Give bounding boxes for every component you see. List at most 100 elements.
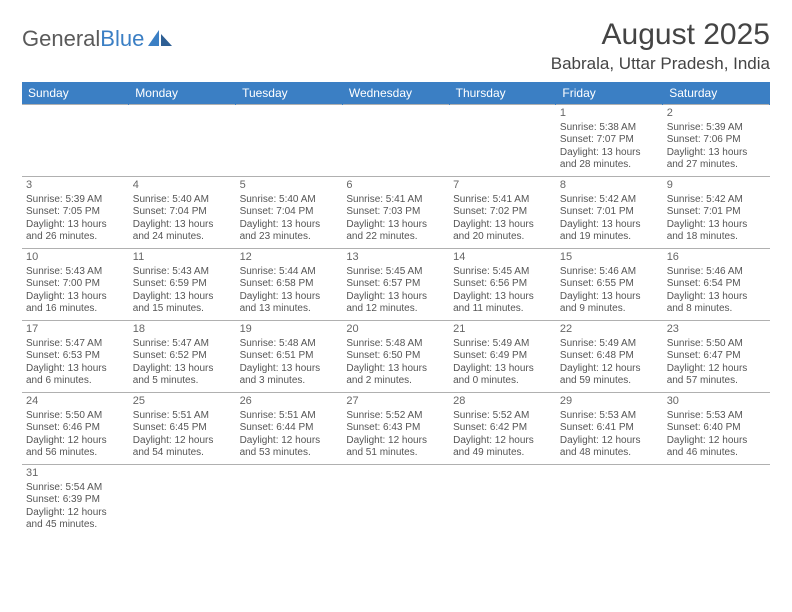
daylight-line: Daylight: 13 hours and 12 minutes. [346,291,445,316]
weekday-header: Tuesday [236,82,343,105]
empty-cell [449,465,556,537]
empty-cell [129,465,236,537]
day-cell: 6Sunrise: 5:41 AMSunset: 7:03 PMDaylight… [342,177,449,249]
sunset-line: Sunset: 7:06 PM [667,134,766,147]
day-cell: 12Sunrise: 5:44 AMSunset: 6:58 PMDayligh… [236,249,343,321]
day-number: 7 [453,179,552,193]
calendar-row: 31Sunrise: 5:54 AMSunset: 6:39 PMDayligh… [22,465,770,537]
page-title: August 2025 [551,18,770,52]
sunrise-line: Sunrise: 5:44 AM [240,266,339,279]
sunset-line: Sunset: 7:02 PM [453,206,552,219]
sunset-line: Sunset: 6:56 PM [453,278,552,291]
logo-text-general: General [22,26,100,52]
logo-text-blue: Blue [100,26,144,52]
daylight-line: Daylight: 12 hours and 59 minutes. [560,363,659,388]
sunrise-line: Sunrise: 5:51 AM [133,410,232,423]
daylight-line: Daylight: 13 hours and 2 minutes. [346,363,445,388]
sunset-line: Sunset: 6:41 PM [560,422,659,435]
empty-cell [22,105,129,177]
sunrise-line: Sunrise: 5:49 AM [560,338,659,351]
day-number: 1 [560,107,659,121]
day-number: 29 [560,395,659,409]
day-cell: 5Sunrise: 5:40 AMSunset: 7:04 PMDaylight… [236,177,343,249]
title-block: August 2025 Babrala, Uttar Pradesh, Indi… [551,18,770,74]
day-number: 15 [560,251,659,265]
sunrise-line: Sunrise: 5:38 AM [560,122,659,135]
day-cell: 20Sunrise: 5:48 AMSunset: 6:50 PMDayligh… [342,321,449,393]
day-number: 19 [240,323,339,337]
calendar-table: SundayMondayTuesdayWednesdayThursdayFrid… [22,82,770,537]
sunrise-line: Sunrise: 5:39 AM [26,194,125,207]
daylight-line: Daylight: 12 hours and 51 minutes. [346,435,445,460]
sunrise-line: Sunrise: 5:48 AM [346,338,445,351]
daylight-line: Daylight: 13 hours and 26 minutes. [26,219,125,244]
day-cell: 29Sunrise: 5:53 AMSunset: 6:41 PMDayligh… [556,393,663,465]
sunrise-line: Sunrise: 5:53 AM [560,410,659,423]
sunset-line: Sunset: 7:01 PM [667,206,766,219]
empty-cell [236,105,343,177]
sunset-line: Sunset: 6:52 PM [133,350,232,363]
daylight-line: Daylight: 13 hours and 16 minutes. [26,291,125,316]
daylight-line: Daylight: 13 hours and 5 minutes. [133,363,232,388]
weekday-header: Thursday [449,82,556,105]
day-number: 6 [346,179,445,193]
sunset-line: Sunset: 7:01 PM [560,206,659,219]
day-cell: 22Sunrise: 5:49 AMSunset: 6:48 PMDayligh… [556,321,663,393]
daylight-line: Daylight: 13 hours and 22 minutes. [346,219,445,244]
day-cell: 11Sunrise: 5:43 AMSunset: 6:59 PMDayligh… [129,249,236,321]
daylight-line: Daylight: 13 hours and 18 minutes. [667,219,766,244]
weekday-header: Wednesday [342,82,449,105]
day-cell: 3Sunrise: 5:39 AMSunset: 7:05 PMDaylight… [22,177,129,249]
sunrise-line: Sunrise: 5:41 AM [453,194,552,207]
day-cell: 10Sunrise: 5:43 AMSunset: 7:00 PMDayligh… [22,249,129,321]
daylight-line: Daylight: 12 hours and 46 minutes. [667,435,766,460]
sunset-line: Sunset: 6:39 PM [26,494,125,507]
day-number: 11 [133,251,232,265]
sunset-line: Sunset: 6:51 PM [240,350,339,363]
sunset-line: Sunset: 7:04 PM [240,206,339,219]
day-number: 14 [453,251,552,265]
sunrise-line: Sunrise: 5:53 AM [667,410,766,423]
day-number: 25 [133,395,232,409]
day-cell: 30Sunrise: 5:53 AMSunset: 6:40 PMDayligh… [663,393,770,465]
empty-cell [449,105,556,177]
calendar-row: 17Sunrise: 5:47 AMSunset: 6:53 PMDayligh… [22,321,770,393]
sunrise-line: Sunrise: 5:47 AM [26,338,125,351]
calendar-row: 24Sunrise: 5:50 AMSunset: 6:46 PMDayligh… [22,393,770,465]
weekday-header-row: SundayMondayTuesdayWednesdayThursdayFrid… [22,82,770,105]
sunset-line: Sunset: 6:44 PM [240,422,339,435]
calendar-row: 10Sunrise: 5:43 AMSunset: 7:00 PMDayligh… [22,249,770,321]
day-cell: 16Sunrise: 5:46 AMSunset: 6:54 PMDayligh… [663,249,770,321]
sunset-line: Sunset: 6:54 PM [667,278,766,291]
empty-cell [556,465,663,537]
day-cell: 14Sunrise: 5:45 AMSunset: 6:56 PMDayligh… [449,249,556,321]
sunrise-line: Sunrise: 5:47 AM [133,338,232,351]
day-cell: 24Sunrise: 5:50 AMSunset: 6:46 PMDayligh… [22,393,129,465]
day-number: 22 [560,323,659,337]
sunset-line: Sunset: 6:48 PM [560,350,659,363]
daylight-line: Daylight: 12 hours and 48 minutes. [560,435,659,460]
daylight-line: Daylight: 13 hours and 24 minutes. [133,219,232,244]
day-number: 2 [667,107,766,121]
day-cell: 28Sunrise: 5:52 AMSunset: 6:42 PMDayligh… [449,393,556,465]
daylight-line: Daylight: 12 hours and 49 minutes. [453,435,552,460]
day-number: 16 [667,251,766,265]
calendar-row: 1Sunrise: 5:38 AMSunset: 7:07 PMDaylight… [22,105,770,177]
sunrise-line: Sunrise: 5:46 AM [667,266,766,279]
day-cell: 26Sunrise: 5:51 AMSunset: 6:44 PMDayligh… [236,393,343,465]
logo: GeneralBlue [22,18,172,52]
day-cell: 8Sunrise: 5:42 AMSunset: 7:01 PMDaylight… [556,177,663,249]
daylight-line: Daylight: 12 hours and 53 minutes. [240,435,339,460]
day-cell: 1Sunrise: 5:38 AMSunset: 7:07 PMDaylight… [556,105,663,177]
sunset-line: Sunset: 6:43 PM [346,422,445,435]
day-number: 26 [240,395,339,409]
location-subtitle: Babrala, Uttar Pradesh, India [551,54,770,74]
day-number: 10 [26,251,125,265]
empty-cell [236,465,343,537]
daylight-line: Daylight: 13 hours and 23 minutes. [240,219,339,244]
day-cell: 18Sunrise: 5:47 AMSunset: 6:52 PMDayligh… [129,321,236,393]
day-cell: 23Sunrise: 5:50 AMSunset: 6:47 PMDayligh… [663,321,770,393]
sunset-line: Sunset: 6:55 PM [560,278,659,291]
day-number: 27 [346,395,445,409]
sunrise-line: Sunrise: 5:46 AM [560,266,659,279]
